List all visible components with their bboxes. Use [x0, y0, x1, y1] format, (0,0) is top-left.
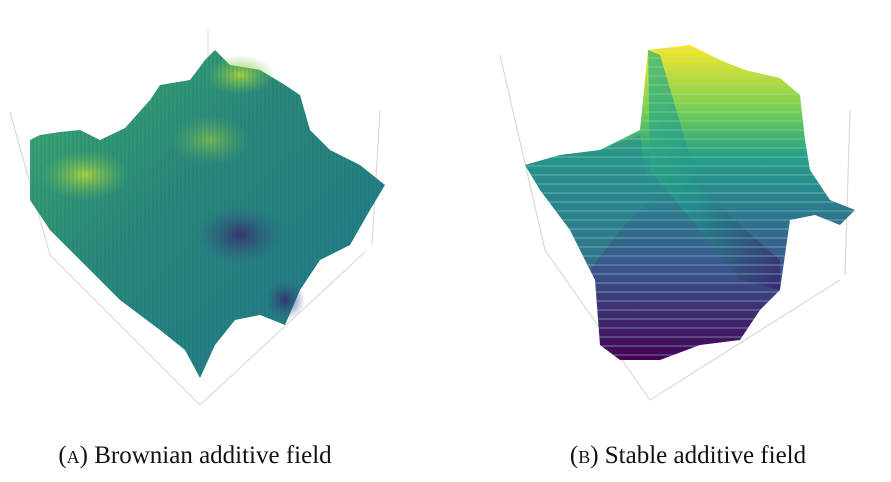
caption-a: (a) Brownian additive field — [58, 442, 332, 469]
caption-label: (a) — [58, 442, 88, 469]
caption-label: (b) — [570, 442, 599, 469]
axis-box — [499, 54, 851, 401]
caption-text: Brownian additive field — [94, 442, 332, 469]
stable-surface — [525, 45, 855, 360]
caption-b: (b) Stable additive field — [570, 442, 807, 469]
caption-text: Stable additive field — [605, 442, 807, 469]
brownian-surface — [30, 50, 385, 378]
